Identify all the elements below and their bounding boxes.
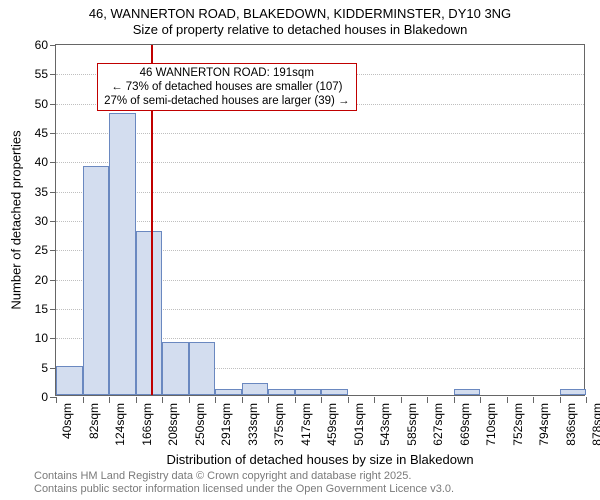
x-tick-label: 669sqm (458, 403, 472, 446)
histogram-bar (83, 166, 110, 395)
y-tick (50, 309, 56, 310)
x-tick-label: 752sqm (511, 403, 525, 446)
x-tick-label: 878sqm (590, 403, 600, 446)
y-tick-label: 20 (35, 273, 48, 287)
x-tick (215, 397, 216, 403)
y-tick-label: 35 (35, 185, 48, 199)
x-tick-label: 501sqm (352, 403, 366, 446)
y-tick-label: 25 (35, 243, 48, 257)
annotation-callout: 46 WANNERTON ROAD: 191sqm← 73% of detach… (97, 63, 356, 111)
y-tick-label: 0 (41, 390, 48, 404)
annotation-line: 46 WANNERTON ROAD: 191sqm (104, 66, 349, 80)
x-tick-label: 333sqm (246, 403, 260, 446)
histogram-bar (242, 383, 269, 395)
x-tick-label: 250sqm (193, 403, 207, 446)
x-tick (507, 397, 508, 403)
x-tick-label: 710sqm (484, 403, 498, 446)
x-tick-label: 375sqm (272, 403, 286, 446)
x-tick (401, 397, 402, 403)
x-tick (162, 397, 163, 403)
histogram-bar (215, 389, 242, 395)
x-tick (242, 397, 243, 403)
y-tick-label: 30 (35, 214, 48, 228)
footer-line2: Contains public sector information licen… (34, 483, 454, 495)
x-tick (427, 397, 428, 403)
y-tick (50, 162, 56, 163)
x-tick (136, 397, 137, 403)
y-tick (50, 192, 56, 193)
x-tick-label: 543sqm (378, 403, 392, 446)
y-tick-label: 40 (35, 155, 48, 169)
title-line2: Size of property relative to detached ho… (133, 22, 468, 37)
x-tick-label: 794sqm (537, 403, 551, 446)
x-tick-label: 40sqm (60, 403, 74, 439)
footer-line1: Contains HM Land Registry data © Crown c… (34, 470, 411, 482)
histogram-bar (454, 389, 481, 395)
x-tick (189, 397, 190, 403)
footer-attribution: Contains HM Land Registry data © Crown c… (0, 470, 600, 496)
x-tick-label: 417sqm (299, 403, 313, 446)
histogram-bar (295, 389, 322, 395)
x-tick-label: 627sqm (431, 403, 445, 446)
x-tick (348, 397, 349, 403)
histogram-bar (136, 231, 163, 395)
title-line1: 46, WANNERTON ROAD, BLAKEDOWN, KIDDERMIN… (89, 6, 511, 21)
y-axis-title: Number of detached properties (9, 130, 24, 309)
x-tick (109, 397, 110, 403)
x-tick-label: 836sqm (564, 403, 578, 446)
y-tick (50, 133, 56, 134)
chart-title: 46, WANNERTON ROAD, BLAKEDOWN, KIDDERMIN… (0, 6, 600, 38)
y-tick (50, 45, 56, 46)
histogram-bar (109, 113, 136, 395)
x-tick (83, 397, 84, 403)
x-tick-label: 459sqm (325, 403, 339, 446)
y-tick (50, 280, 56, 281)
x-tick (560, 397, 561, 403)
histogram-bar (560, 389, 587, 395)
chart-container: 46, WANNERTON ROAD, BLAKEDOWN, KIDDERMIN… (0, 0, 600, 500)
x-tick-label: 82sqm (87, 403, 101, 439)
y-tick-label: 15 (35, 302, 48, 316)
y-tick-label: 10 (35, 331, 48, 345)
y-tick-label: 50 (35, 97, 48, 111)
plot-area: 05101520253035404550556040sqm82sqm124sqm… (55, 44, 585, 396)
y-tick (50, 104, 56, 105)
x-tick-label: 124sqm (113, 403, 127, 446)
histogram-bar (189, 342, 216, 395)
y-tick-label: 55 (35, 67, 48, 81)
y-tick-label: 5 (41, 361, 48, 375)
x-tick-label: 291sqm (219, 403, 233, 446)
annotation-line: ← 73% of detached houses are smaller (10… (104, 80, 349, 94)
x-tick (56, 397, 57, 403)
histogram-bar (162, 342, 189, 395)
x-axis-title: Distribution of detached houses by size … (55, 452, 585, 467)
x-tick (533, 397, 534, 403)
x-tick-label: 208sqm (166, 403, 180, 446)
x-tick (480, 397, 481, 403)
x-tick-label: 585sqm (405, 403, 419, 446)
y-tick (50, 250, 56, 251)
annotation-line: 27% of semi-detached houses are larger (… (104, 94, 349, 108)
x-tick (268, 397, 269, 403)
x-tick (374, 397, 375, 403)
histogram-bar (268, 389, 295, 395)
y-tick (50, 338, 56, 339)
x-tick (295, 397, 296, 403)
x-tick (454, 397, 455, 403)
histogram-bar (56, 366, 83, 395)
y-tick-label: 45 (35, 126, 48, 140)
histogram-bar (321, 389, 348, 395)
y-tick (50, 221, 56, 222)
x-tick-label: 166sqm (140, 403, 154, 446)
y-tick-label: 60 (35, 38, 48, 52)
x-tick (321, 397, 322, 403)
x-tick (586, 397, 587, 403)
y-tick (50, 74, 56, 75)
